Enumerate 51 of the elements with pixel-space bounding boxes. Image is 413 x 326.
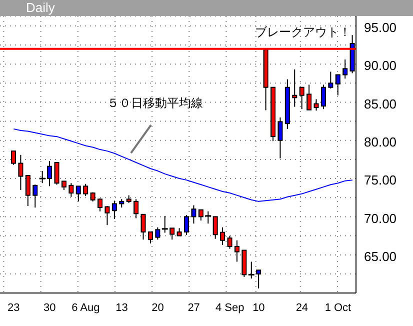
x-tick-label: 20	[152, 302, 164, 314]
candlestick	[227, 235, 232, 250]
x-tick-label: 30	[44, 302, 56, 314]
candlestick	[342, 58, 348, 80]
candlestick	[234, 240, 240, 262]
candlestick	[328, 71, 334, 89]
candlestick	[292, 68, 298, 108]
y-tick-label: 70.00	[364, 210, 397, 226]
x-tick-label: 13	[116, 302, 128, 314]
x-tick-label: 27	[188, 302, 200, 314]
candlestick	[278, 116, 283, 159]
candlestick	[335, 74, 340, 96]
y-tick-label: 75.00	[364, 172, 397, 188]
candlestick	[54, 162, 60, 186]
chart-title: Daily	[0, 0, 413, 16]
y-tick-label: 65.00	[364, 248, 397, 264]
x-tick-label: 1 Oct	[324, 302, 352, 314]
candlestick	[76, 186, 81, 202]
candlestick	[212, 216, 218, 240]
candlestick	[11, 150, 16, 166]
x-tick-label: 24	[296, 302, 308, 314]
candlestick	[18, 154, 24, 190]
candlestick	[140, 214, 146, 240]
candlestick	[191, 204, 196, 224]
candlestick	[314, 98, 319, 112]
candlestick	[83, 183, 88, 197]
candlestick	[112, 200, 117, 220]
candlestick	[32, 184, 38, 208]
candlestick	[299, 86, 304, 110]
candlestick	[98, 198, 102, 212]
candlestick	[68, 182, 74, 198]
x-tick-label: 23	[7, 302, 20, 314]
candlestick	[220, 226, 226, 246]
y-tick-label: 85.00	[364, 96, 397, 112]
x-tick-label: 4 Sep	[215, 302, 244, 314]
candlestick	[320, 84, 326, 110]
y-tick-label: 95.00	[364, 20, 397, 36]
candlestick	[155, 226, 160, 240]
x-tick-label: 10	[252, 302, 265, 314]
candlestick	[148, 231, 153, 244]
y-tick-label: 90.00	[364, 58, 397, 74]
annotation: ５０日移動平均線	[107, 95, 203, 112]
candlestick	[25, 174, 30, 207]
annotation: ブレークアウト！	[255, 24, 351, 41]
candlestick	[306, 84, 312, 110]
y-tick-label: 80.00	[364, 134, 397, 150]
candlestick	[104, 206, 110, 226]
candlestick	[134, 198, 139, 219]
x-tick-label: 6 Aug	[72, 302, 100, 314]
line-series	[13, 128, 353, 202]
candlestick	[184, 214, 189, 236]
